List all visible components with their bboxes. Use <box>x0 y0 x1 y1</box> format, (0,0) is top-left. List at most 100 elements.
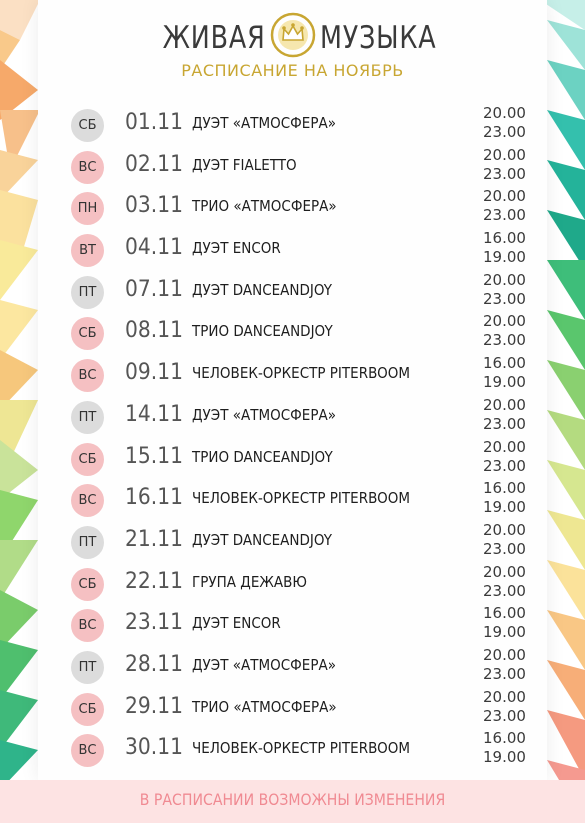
event-times: 16.00 19.00 <box>483 354 533 392</box>
event-times: 16.00 19.00 <box>483 479 533 517</box>
schedule-row: ПТ 07.11 ДУЭТ DANCEANDJOY 20.00 23.00 <box>0 270 585 312</box>
event-title: ДУЭТ DANCEANDJOY <box>192 280 333 299</box>
schedule-row: СБ 29.11 ТРИО «АТМОСФЕРА» 20.00 23.00 <box>0 687 585 729</box>
event-title: ЧЕЛОВЕК-ОРКЕСТР PITERBOOM <box>192 489 411 508</box>
event-date: 28.11 <box>125 651 183 677</box>
event-title: ТРИО «АТМОСФЕРА» <box>192 197 337 216</box>
start-time: 20.00 <box>483 562 526 581</box>
header: ЖИВАЯ МУЗЫКА РАСПИСАНИЕ НА НОЯБРЬ <box>0 12 585 84</box>
event-title: ДУЭТ «АТМОСФЕРА» <box>192 405 336 424</box>
schedule-row: ПТ 28.11 ДУЭТ «АТМОСФЕРА» 20.00 23.00 <box>0 645 585 687</box>
event-times: 16.00 19.00 <box>483 604 533 642</box>
end-time: 19.00 <box>483 498 526 517</box>
event-title: ДУЭТ «АТМОСФЕРА» <box>192 114 336 132</box>
event-title: ДУЭТ ENCOR <box>192 239 281 258</box>
end-time: 19.00 <box>483 748 526 767</box>
event-date: 16.11 <box>125 485 183 511</box>
schedule-row: ВС 02.11 ДУЭТ FIALETTO 20.00 23.00 <box>0 145 585 187</box>
end-time: 23.00 <box>483 706 526 725</box>
event-date: 23.11 <box>125 610 183 636</box>
end-time: 19.00 <box>483 248 526 267</box>
event-title: ТРИО DANCEANDJOY <box>192 322 333 341</box>
start-time: 16.00 <box>483 604 526 623</box>
end-time: 23.00 <box>483 289 526 308</box>
end-time: 23.00 <box>483 539 526 558</box>
event-date: 04.11 <box>125 235 183 261</box>
schedule-row: ВС 23.11 ДУЭТ ENCOR 16.00 19.00 <box>0 603 585 645</box>
start-time: 20.00 <box>483 104 526 122</box>
end-time: 23.00 <box>483 331 526 350</box>
schedule-row: СБ 15.11 ТРИО DANCEANDJOY 20.00 23.00 <box>0 437 585 479</box>
schedule-panel <box>38 0 547 780</box>
day-badge: ВТ <box>71 234 104 268</box>
start-time: 20.00 <box>483 520 526 539</box>
schedule-row: ВС 30.11 ЧЕЛОВЕК-ОРКЕСТР PITERBOOM 16.00 19.… <box>0 728 585 770</box>
day-badge: СБ <box>71 317 104 351</box>
event-date: 15.11 <box>125 443 183 469</box>
event-times: 20.00 23.00 <box>483 688 533 726</box>
start-time: 20.00 <box>483 437 526 456</box>
event-times: 20.00 23.00 <box>483 646 533 684</box>
event-times: 20.00 23.00 <box>483 563 533 601</box>
schedule-row: ВТ 04.11 ДУЭТ ENCOR 16.00 19.00 <box>0 228 585 270</box>
start-time: 20.00 <box>483 145 526 164</box>
event-times: 20.00 23.00 <box>483 146 533 184</box>
day-badge: СБ <box>71 692 104 726</box>
day-badge: ВС <box>71 484 104 518</box>
event-date: 21.11 <box>125 526 183 552</box>
start-time: 20.00 <box>483 270 526 289</box>
end-time: 23.00 <box>483 123 526 141</box>
end-time: 23.00 <box>483 664 526 683</box>
event-date: 29.11 <box>125 693 183 719</box>
schedule-list: СБ 01.11 ДУЭТ «АТМОСФЕРА» 20.00 23.00 ВС 02.11… <box>0 103 585 770</box>
end-time: 23.00 <box>483 456 526 475</box>
footer-note: В РАСПИСАНИИ ВОЗМОЖНЫ ИЗМЕНЕНИЯ <box>139 790 446 809</box>
event-date: 22.11 <box>125 568 183 594</box>
day-badge: ПТ <box>71 525 104 559</box>
event-title: ТРИО «АТМОСФЕРА» <box>192 697 337 716</box>
event-date: 14.11 <box>125 401 183 427</box>
schedule-row: СБ 08.11 ТРИО DANCEANDJOY 20.00 23.00 <box>0 311 585 353</box>
event-times: 20.00 23.00 <box>483 104 533 142</box>
event-title: ДУЭТ DANCEANDJOY <box>192 530 333 549</box>
event-date: 09.11 <box>125 360 183 386</box>
start-time: 20.00 <box>483 687 526 706</box>
event-times: 16.00 19.00 <box>483 729 533 767</box>
schedule-row: ПТ 21.11 ДУЭТ DANCEANDJOY 20.00 23.00 <box>0 520 585 562</box>
end-time: 23.00 <box>483 414 526 433</box>
schedule-row: ПТ 14.11 ДУЭТ «АТМОСФЕРА» 20.00 23.00 <box>0 395 585 437</box>
end-time: 23.00 <box>483 164 526 183</box>
schedule-row: ВС 16.11 ЧЕЛОВЕК-ОРКЕСТР PITERBOOM 16.00 19.… <box>0 478 585 520</box>
day-badge: ВС <box>71 734 104 768</box>
logo-text-right: МУЗЫКА <box>320 20 437 56</box>
footer-banner: В РАСПИСАНИИ ВОЗМОЖНЫ ИЗМЕНЕНИЯ <box>0 780 585 823</box>
event-title: ГРУПА ДЕЖАВЮ <box>192 572 307 591</box>
start-time: 16.00 <box>483 729 526 748</box>
event-date: 02.11 <box>125 151 183 177</box>
event-times: 20.00 23.00 <box>483 396 533 434</box>
event-date: 07.11 <box>125 276 183 302</box>
event-date: 03.11 <box>125 193 183 219</box>
day-badge: ВС <box>71 609 104 643</box>
day-badge: ПТ <box>71 400 104 434</box>
start-time: 16.00 <box>483 229 526 248</box>
end-time: 19.00 <box>483 623 526 642</box>
day-badge: ПТ <box>71 650 104 684</box>
schedule-row: СБ 01.11 ДУЭТ «АТМОСФЕРА» 20.00 23.00 <box>0 103 585 145</box>
day-badge: СБ <box>71 567 104 601</box>
event-title: ТРИО DANCEANDJOY <box>192 447 333 466</box>
event-title: ДУЭТ «АТМОСФЕРА» <box>192 655 336 674</box>
event-date: 30.11 <box>125 735 183 761</box>
event-date: 08.11 <box>125 318 183 344</box>
day-badge: ВС <box>71 150 104 184</box>
page-subtitle: РАСПИСАНИЕ НА НОЯБРЬ <box>181 61 404 80</box>
event-date: 01.11 <box>125 110 183 135</box>
start-time: 20.00 <box>483 187 526 206</box>
event-times: 20.00 23.00 <box>483 312 533 350</box>
start-time: 16.00 <box>483 354 526 373</box>
end-time: 23.00 <box>483 206 526 225</box>
day-badge: СБ <box>71 109 104 142</box>
schedule-row: ВС 09.11 ЧЕЛОВЕК-ОРКЕСТР PITERBOOM 16.00 19.… <box>0 353 585 395</box>
end-time: 19.00 <box>483 373 526 392</box>
start-time: 20.00 <box>483 395 526 414</box>
